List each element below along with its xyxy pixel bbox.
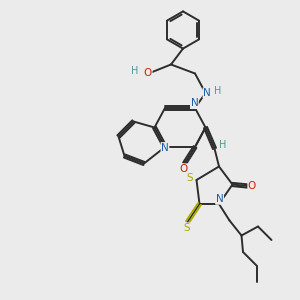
Text: O: O xyxy=(248,181,256,191)
Text: N: N xyxy=(190,98,198,109)
Text: H: H xyxy=(131,66,139,76)
Text: N: N xyxy=(203,88,211,98)
Text: O: O xyxy=(144,68,152,78)
Text: N: N xyxy=(216,194,224,204)
Text: H: H xyxy=(214,86,222,97)
Text: S: S xyxy=(187,172,193,183)
Text: S: S xyxy=(184,223,190,233)
Text: H: H xyxy=(219,140,226,150)
Text: N: N xyxy=(161,142,169,153)
Text: O: O xyxy=(180,164,188,174)
